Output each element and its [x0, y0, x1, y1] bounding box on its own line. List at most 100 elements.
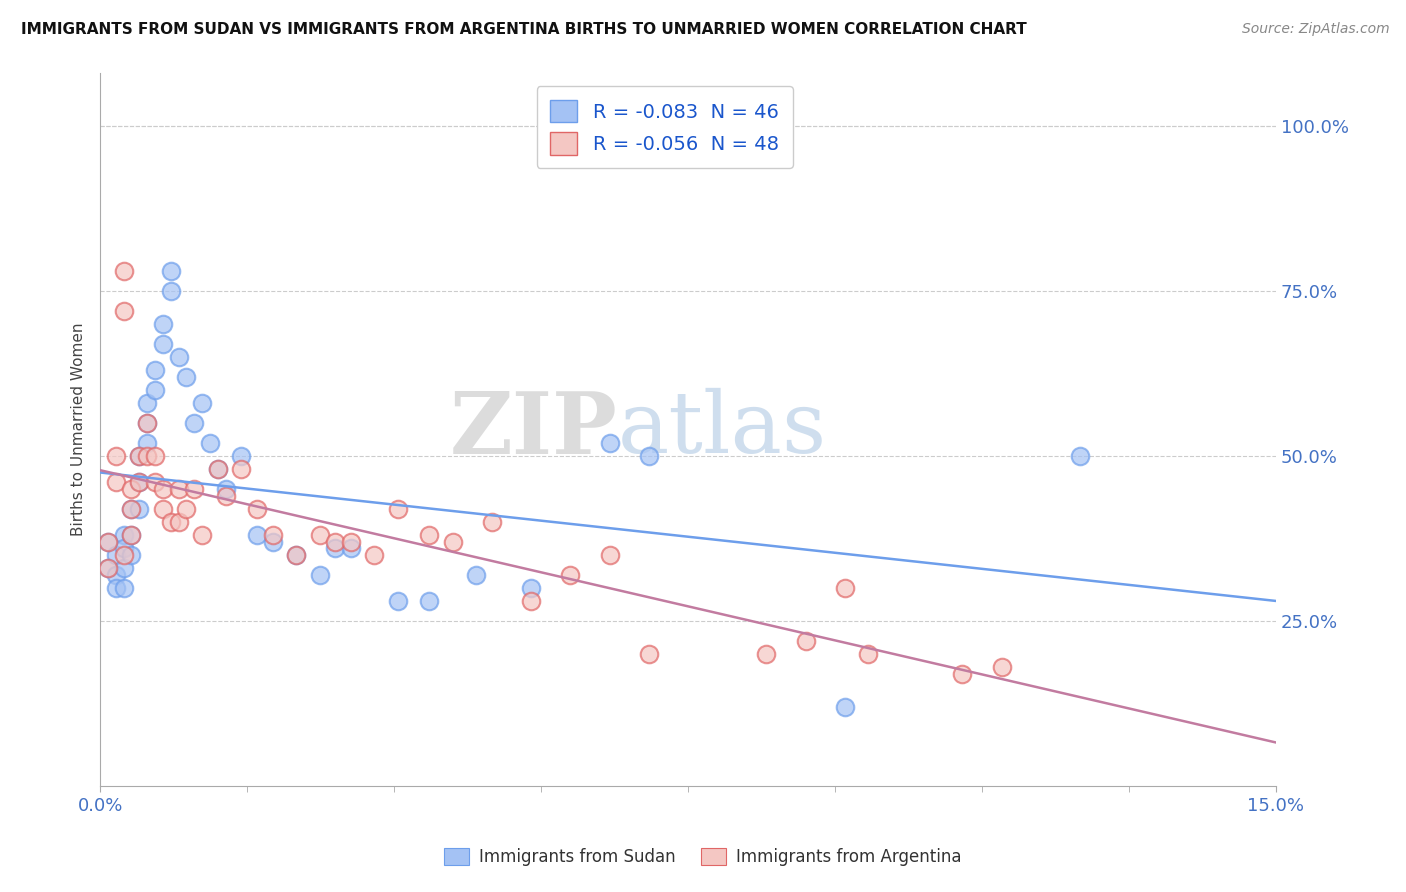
- Text: IMMIGRANTS FROM SUDAN VS IMMIGRANTS FROM ARGENTINA BIRTHS TO UNMARRIED WOMEN COR: IMMIGRANTS FROM SUDAN VS IMMIGRANTS FROM…: [21, 22, 1026, 37]
- Point: [191, 528, 214, 542]
- Point: [167, 350, 190, 364]
- Point: [112, 548, 135, 562]
- Point: [159, 515, 181, 529]
- Point: [441, 534, 464, 549]
- Point: [143, 449, 166, 463]
- Point: [262, 534, 284, 549]
- Point: [183, 482, 205, 496]
- Point: [128, 475, 150, 490]
- Point: [128, 501, 150, 516]
- Legend: R = -0.083  N = 46, R = -0.056  N = 48: R = -0.083 N = 46, R = -0.056 N = 48: [537, 87, 793, 168]
- Point: [176, 501, 198, 516]
- Point: [121, 528, 143, 542]
- Point: [136, 416, 159, 430]
- Point: [159, 284, 181, 298]
- Point: [143, 363, 166, 377]
- Point: [128, 449, 150, 463]
- Point: [387, 501, 409, 516]
- Point: [112, 303, 135, 318]
- Point: [520, 581, 543, 595]
- Point: [207, 462, 229, 476]
- Point: [121, 482, 143, 496]
- Point: [637, 449, 659, 463]
- Point: [136, 396, 159, 410]
- Point: [481, 515, 503, 529]
- Point: [599, 548, 621, 562]
- Point: [285, 548, 308, 562]
- Point: [418, 594, 440, 608]
- Point: [387, 594, 409, 608]
- Point: [112, 581, 135, 595]
- Text: Source: ZipAtlas.com: Source: ZipAtlas.com: [1241, 22, 1389, 37]
- Point: [128, 449, 150, 463]
- Point: [231, 462, 253, 476]
- Point: [152, 482, 174, 496]
- Point: [143, 475, 166, 490]
- Point: [214, 489, 236, 503]
- Point: [285, 548, 308, 562]
- Point: [520, 594, 543, 608]
- Point: [104, 548, 127, 562]
- Point: [560, 567, 582, 582]
- Point: [97, 534, 120, 549]
- Point: [246, 528, 269, 542]
- Point: [128, 475, 150, 490]
- Point: [834, 581, 856, 595]
- Point: [323, 541, 346, 556]
- Text: atlas: atlas: [617, 388, 827, 471]
- Point: [637, 647, 659, 661]
- Point: [950, 666, 973, 681]
- Point: [112, 541, 135, 556]
- Point: [97, 561, 120, 575]
- Point: [97, 561, 120, 575]
- Point: [121, 548, 143, 562]
- Point: [136, 449, 159, 463]
- Point: [191, 396, 214, 410]
- Point: [176, 369, 198, 384]
- Point: [755, 647, 778, 661]
- Point: [231, 449, 253, 463]
- Point: [363, 548, 385, 562]
- Point: [794, 633, 817, 648]
- Point: [159, 264, 181, 278]
- Point: [990, 660, 1012, 674]
- Point: [207, 462, 229, 476]
- Point: [104, 475, 127, 490]
- Point: [323, 534, 346, 549]
- Point: [112, 264, 135, 278]
- Point: [152, 317, 174, 331]
- Point: [858, 647, 880, 661]
- Point: [136, 416, 159, 430]
- Point: [104, 567, 127, 582]
- Point: [104, 581, 127, 595]
- Point: [246, 501, 269, 516]
- Point: [112, 528, 135, 542]
- Point: [340, 541, 363, 556]
- Point: [308, 528, 330, 542]
- Point: [121, 501, 143, 516]
- Point: [183, 416, 205, 430]
- Y-axis label: Births to Unmarried Women: Births to Unmarried Women: [72, 323, 86, 536]
- Point: [121, 501, 143, 516]
- Point: [262, 528, 284, 542]
- Point: [104, 449, 127, 463]
- Point: [152, 336, 174, 351]
- Point: [143, 383, 166, 397]
- Point: [599, 435, 621, 450]
- Legend: Immigrants from Sudan, Immigrants from Argentina: Immigrants from Sudan, Immigrants from A…: [437, 841, 969, 873]
- Point: [112, 561, 135, 575]
- Point: [834, 699, 856, 714]
- Point: [167, 482, 190, 496]
- Point: [308, 567, 330, 582]
- Point: [1069, 449, 1091, 463]
- Point: [340, 534, 363, 549]
- Point: [418, 528, 440, 542]
- Point: [167, 515, 190, 529]
- Point: [214, 482, 236, 496]
- Point: [465, 567, 488, 582]
- Text: ZIP: ZIP: [450, 387, 617, 472]
- Point: [198, 435, 221, 450]
- Point: [152, 501, 174, 516]
- Point: [121, 528, 143, 542]
- Point: [97, 534, 120, 549]
